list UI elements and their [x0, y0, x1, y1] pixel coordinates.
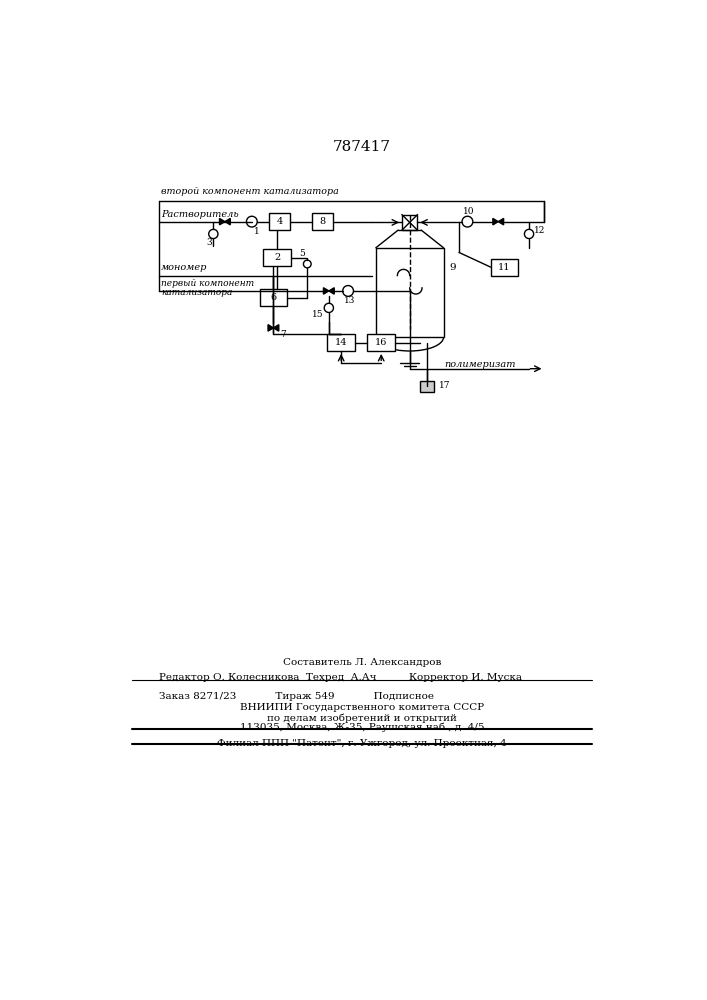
Polygon shape	[329, 288, 334, 294]
Text: 787417: 787417	[333, 140, 391, 154]
Polygon shape	[225, 218, 230, 225]
Text: первый компонент: первый компонент	[161, 279, 254, 288]
Circle shape	[325, 303, 334, 312]
Text: 13: 13	[344, 296, 356, 305]
Polygon shape	[498, 218, 503, 225]
Bar	[421, 381, 434, 392]
Circle shape	[525, 229, 534, 239]
Circle shape	[462, 216, 473, 227]
Polygon shape	[493, 218, 498, 225]
Text: 1: 1	[255, 227, 260, 236]
Bar	[376, 248, 443, 337]
Circle shape	[343, 286, 354, 296]
Circle shape	[303, 260, 311, 268]
Bar	[368, 334, 395, 351]
Text: 10: 10	[463, 207, 474, 216]
Text: 8: 8	[320, 217, 326, 226]
Text: 12: 12	[534, 226, 546, 235]
Text: Растворитель: Растворитель	[161, 210, 238, 219]
Text: 113035, Москва, Ж-35, Раушская наб., д. 4/5: 113035, Москва, Ж-35, Раушская наб., д. …	[240, 723, 484, 732]
Text: Редактор О. Колесникова  Техред  А.Ач          Корректор И. Муска: Редактор О. Колесникова Техред А.Ач Корр…	[160, 673, 522, 682]
Text: ВНИИПИ Государственного комитета СССР: ВНИИПИ Государственного комитета СССР	[240, 703, 484, 712]
Text: 2: 2	[274, 253, 281, 262]
Polygon shape	[324, 288, 329, 294]
Text: 15: 15	[312, 310, 324, 319]
Text: второй компонент катализатора: второй компонент катализатора	[161, 187, 339, 196]
Text: 4: 4	[276, 217, 283, 226]
Polygon shape	[219, 218, 225, 225]
Text: 16: 16	[375, 338, 387, 347]
Text: Филиал ППП "Патент", г. Ужгород, ул. Проектная, 4: Филиал ППП "Патент", г. Ужгород, ул. Про…	[217, 739, 507, 748]
Text: 6: 6	[270, 293, 276, 302]
Text: 9: 9	[450, 263, 456, 272]
Bar	[269, 213, 291, 230]
Bar	[264, 249, 291, 266]
Circle shape	[209, 229, 218, 239]
Bar	[327, 334, 355, 351]
Text: мономер: мономер	[161, 263, 207, 272]
Polygon shape	[274, 325, 279, 331]
Circle shape	[247, 216, 257, 227]
Text: Заказ 8271/23            Тираж 549            Подписное: Заказ 8271/23 Тираж 549 Подписное	[160, 692, 434, 701]
Text: полимеризат: полимеризат	[444, 360, 516, 369]
Bar	[491, 259, 518, 276]
Bar	[259, 289, 287, 306]
Text: по делам изобретений и открытий: по делам изобретений и открытий	[267, 713, 457, 723]
Text: 5: 5	[299, 249, 305, 258]
Text: 3: 3	[206, 238, 212, 247]
Text: 14: 14	[335, 338, 347, 347]
Text: Составитель Л. Александров: Составитель Л. Александров	[283, 658, 441, 667]
Text: катализатора: катализатора	[161, 288, 233, 297]
Bar	[402, 215, 417, 230]
Polygon shape	[268, 325, 274, 331]
Text: 7: 7	[280, 330, 286, 339]
Bar	[312, 213, 334, 230]
Text: 11: 11	[498, 263, 510, 272]
Text: 17: 17	[439, 381, 450, 390]
